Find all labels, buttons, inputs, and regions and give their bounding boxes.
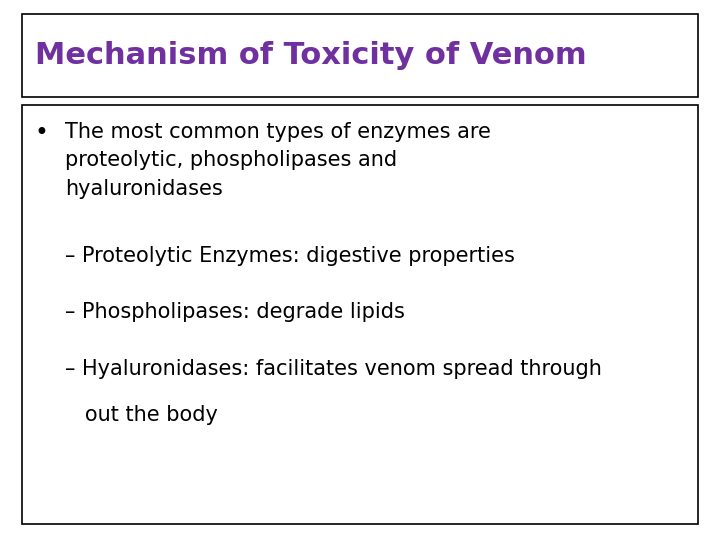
FancyBboxPatch shape [22,105,698,524]
Text: – Phospholipases: degrade lipids: – Phospholipases: degrade lipids [65,302,405,322]
Text: – Proteolytic Enzymes: digestive properties: – Proteolytic Enzymes: digestive propert… [65,246,515,266]
Text: out the body: out the body [65,405,217,425]
Text: The most common types of enzymes are
proteolytic, phospholipases and
hyaluronida: The most common types of enzymes are pro… [65,122,490,199]
Text: •: • [35,122,48,145]
Text: – Hyaluronidases: facilitates venom spread through: – Hyaluronidases: facilitates venom spre… [65,359,602,379]
FancyBboxPatch shape [22,14,698,97]
Text: Mechanism of Toxicity of Venom: Mechanism of Toxicity of Venom [35,41,586,70]
